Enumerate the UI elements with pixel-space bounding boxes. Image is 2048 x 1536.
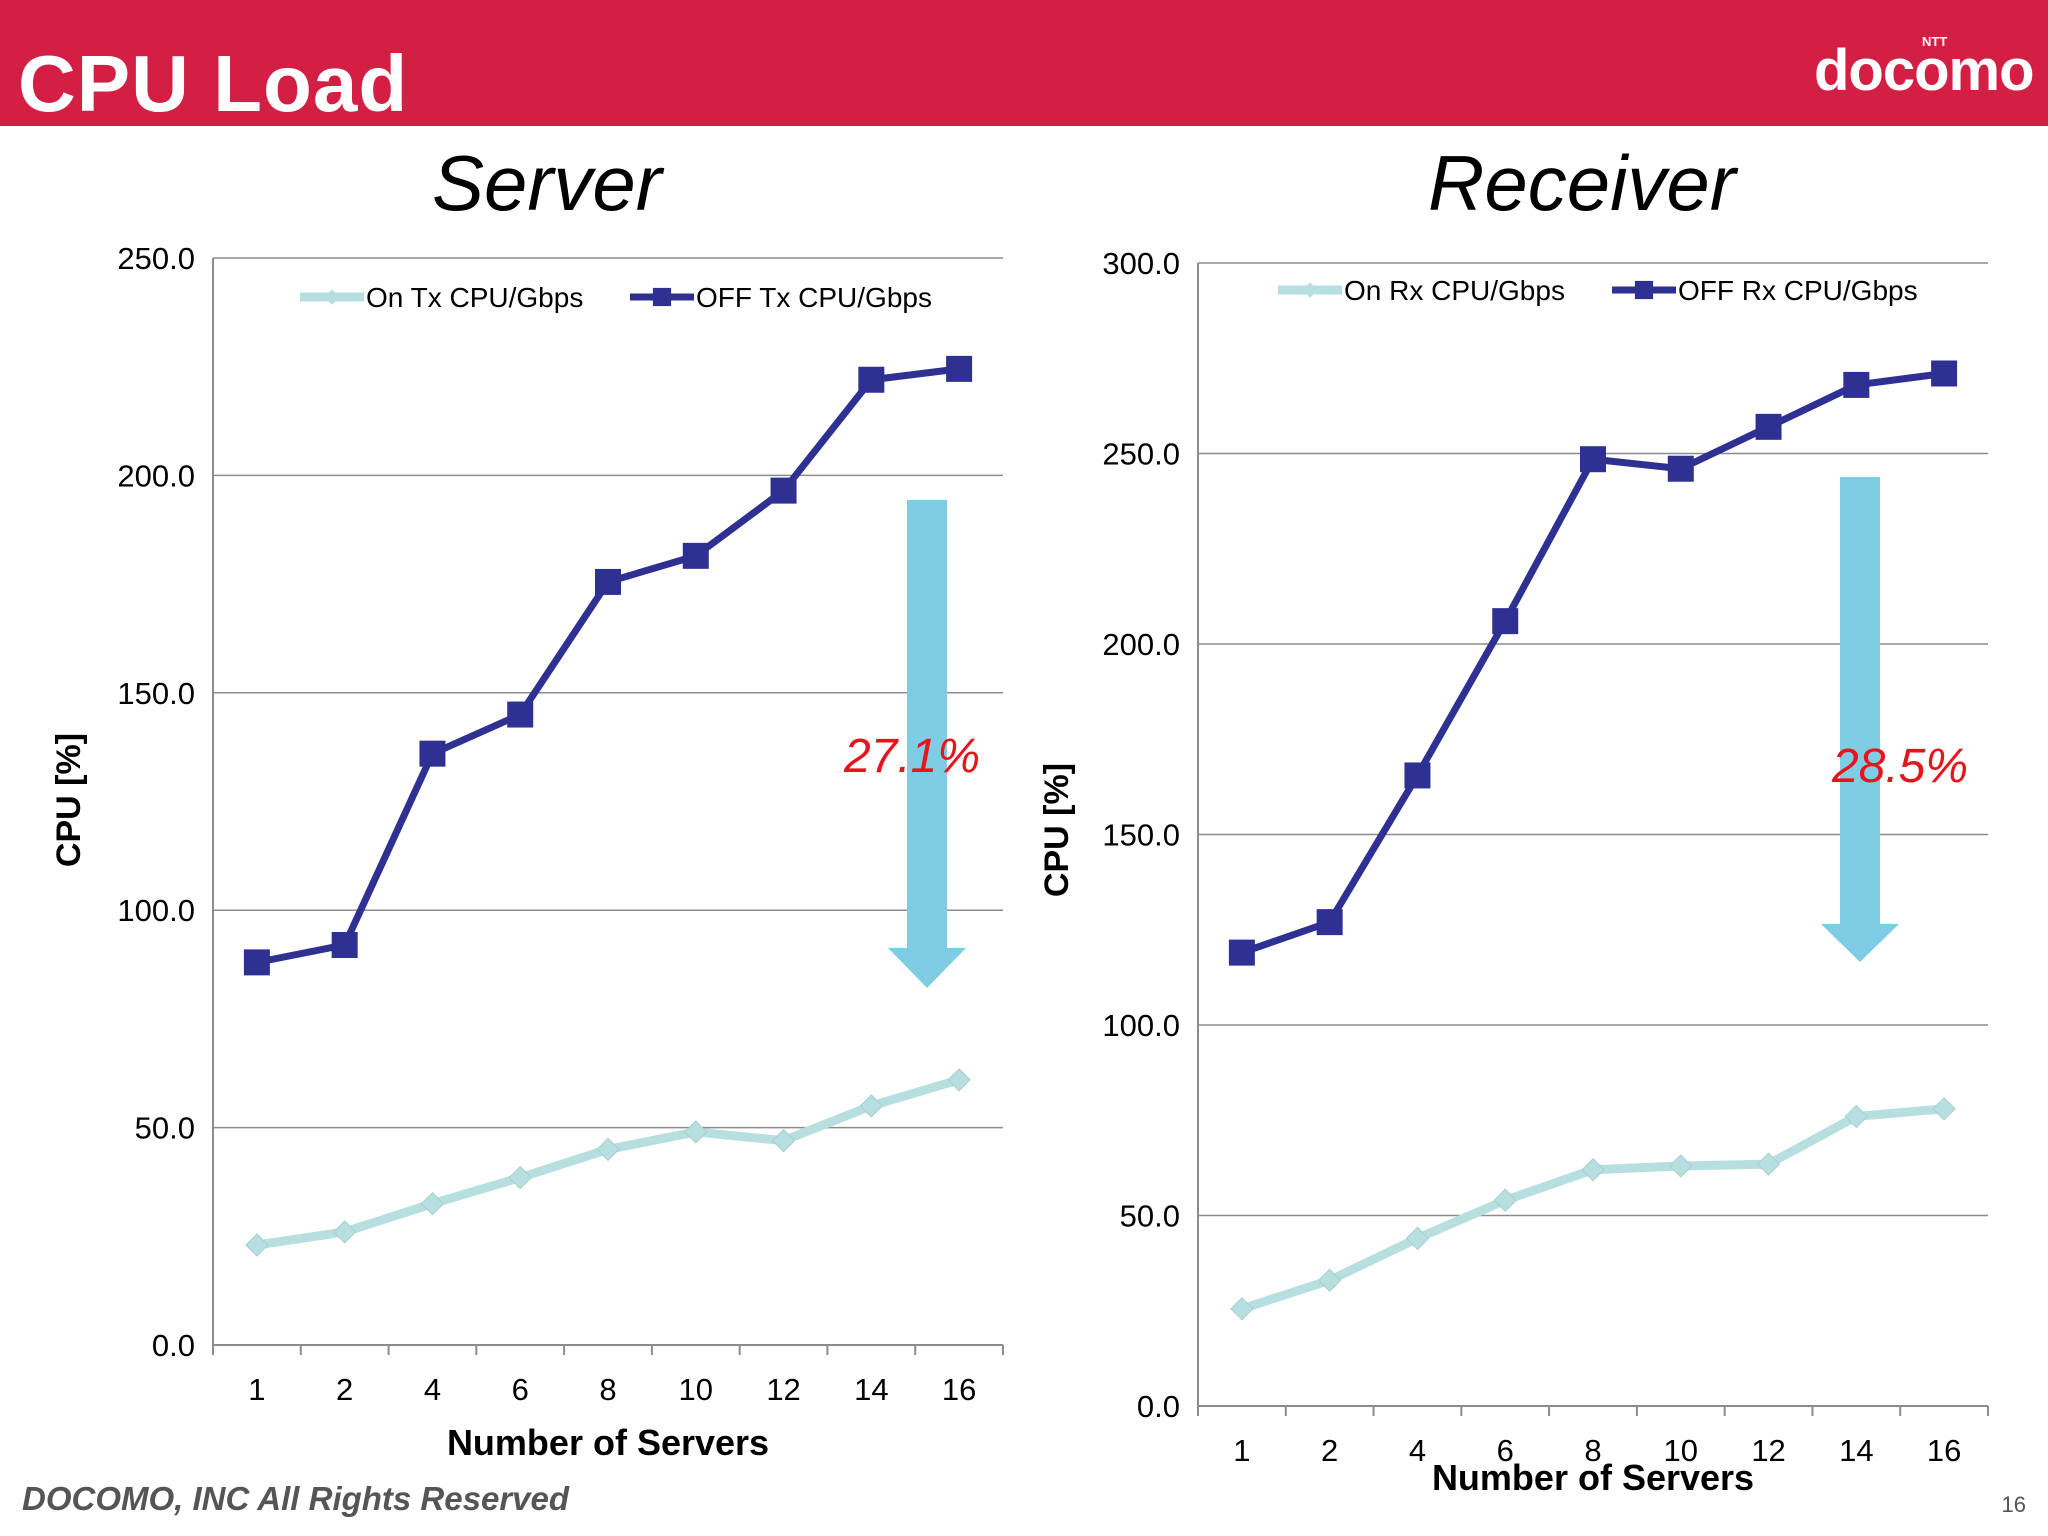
x-tick-label: 8 — [1584, 1433, 1601, 1468]
x-tick-label: 1 — [1233, 1433, 1250, 1468]
footer-copyright: DOCOMO, INC All Rights Reserved — [22, 1480, 570, 1517]
y-tick-label: 100.0 — [1102, 1008, 1180, 1043]
data-point — [682, 542, 709, 569]
page-number: 16 — [2001, 1492, 2026, 1517]
data-point — [1492, 608, 1519, 635]
y-axis-label: CPU [%] — [1038, 763, 1076, 897]
y-tick-label: 50.0 — [135, 1111, 195, 1146]
legend-label: OFF Tx CPU/Gbps — [696, 282, 932, 313]
data-point — [1667, 455, 1694, 482]
y-tick-label: 200.0 — [1102, 627, 1180, 662]
y-tick-label: 300.0 — [1102, 246, 1180, 281]
data-point — [1844, 1104, 1869, 1129]
legend-swatch-marker — [652, 287, 672, 307]
data-point — [1756, 1152, 1781, 1176]
reduction-annotation: 27.1% — [843, 730, 980, 783]
data-point — [1230, 1297, 1254, 1321]
data-point — [1580, 446, 1606, 473]
x-tick-label: 2 — [1321, 1433, 1338, 1468]
chart-title-receiver: Receiver — [1428, 139, 1736, 227]
x-tick-label: 6 — [512, 1372, 529, 1407]
y-tick-label: 250.0 — [117, 241, 195, 276]
data-point — [1405, 1226, 1430, 1251]
y-tick-label: 150.0 — [117, 676, 195, 711]
data-point — [1493, 1188, 1517, 1212]
header-bar: CPU Load NTT docomo — [0, 0, 2048, 128]
reduction-arrow — [888, 500, 966, 988]
data-point — [1932, 1097, 1956, 1121]
x-tick-label: 1 — [248, 1372, 265, 1407]
data-point — [243, 949, 270, 976]
x-tick-label: 16 — [1927, 1433, 1961, 1468]
x-tick-label: 4 — [424, 1372, 441, 1407]
data-point — [946, 355, 973, 382]
data-point — [1755, 413, 1782, 440]
data-point — [507, 701, 534, 728]
legend-label: On Rx CPU/Gbps — [1344, 275, 1565, 306]
x-axis-label: Number of Servers — [447, 1422, 769, 1463]
data-point — [331, 931, 358, 958]
x-tick-label: 12 — [766, 1372, 800, 1407]
chart-title-server: Server — [432, 139, 662, 227]
data-point — [947, 1068, 971, 1092]
data-point — [1317, 1268, 1342, 1292]
data-point — [1843, 371, 1870, 398]
data-point — [1669, 1154, 1693, 1178]
slide-title: CPU Load — [18, 39, 409, 128]
x-tick-label: 10 — [679, 1372, 713, 1407]
reduction-arrow — [1821, 477, 1899, 962]
y-tick-label: 100.0 — [117, 893, 195, 928]
reduction-annotation: 28.5% — [1831, 740, 1968, 793]
x-axis-label: Number of Servers — [1432, 1457, 1754, 1498]
x-tick-label: 12 — [1751, 1433, 1785, 1468]
data-point — [859, 1094, 884, 1118]
y-axis-label: CPU [%] — [50, 733, 88, 867]
logo-text: docomo — [1814, 38, 2034, 103]
legend-swatch-marker — [1302, 282, 1318, 298]
x-tick-label: 10 — [1664, 1433, 1698, 1468]
logo-superscript: NTT — [1922, 34, 1947, 49]
data-point — [419, 740, 446, 767]
data-point — [245, 1233, 269, 1257]
data-point — [508, 1165, 532, 1190]
y-tick-label: 250.0 — [1102, 437, 1180, 472]
x-tick-label: 16 — [942, 1372, 976, 1407]
legend-label: OFF Rx CPU/Gbps — [1678, 275, 1918, 306]
data-point — [684, 1120, 708, 1144]
data-point — [1316, 909, 1343, 936]
data-point — [770, 477, 797, 504]
y-tick-label: 150.0 — [1102, 818, 1180, 853]
series-line — [1240, 1104, 1945, 1314]
x-tick-label: 14 — [854, 1372, 888, 1407]
data-point — [771, 1128, 796, 1153]
x-tick-label: 4 — [1409, 1433, 1426, 1468]
x-tick-label: 6 — [1497, 1433, 1514, 1468]
data-point — [1931, 360, 1958, 387]
x-tick-label: 14 — [1839, 1433, 1873, 1468]
data-point — [332, 1220, 357, 1244]
legend-swatch-marker — [1634, 280, 1654, 300]
y-tick-label: 50.0 — [1120, 1199, 1180, 1234]
data-point — [1228, 939, 1255, 966]
data-point — [1581, 1158, 1605, 1182]
y-tick-label: 0.0 — [1137, 1389, 1180, 1424]
data-point — [420, 1191, 445, 1216]
data-point — [858, 366, 885, 393]
docomo-logo: NTT docomo — [1814, 34, 2035, 103]
x-tick-label: 2 — [336, 1372, 353, 1407]
y-tick-label: 200.0 — [117, 458, 195, 493]
y-tick-label: 0.0 — [152, 1328, 195, 1363]
legend-label: On Tx CPU/Gbps — [366, 282, 583, 313]
data-point — [596, 1137, 620, 1162]
data-point — [1404, 762, 1431, 789]
data-point — [595, 568, 621, 595]
legend-swatch-marker — [324, 289, 340, 305]
x-tick-label: 8 — [599, 1372, 616, 1407]
